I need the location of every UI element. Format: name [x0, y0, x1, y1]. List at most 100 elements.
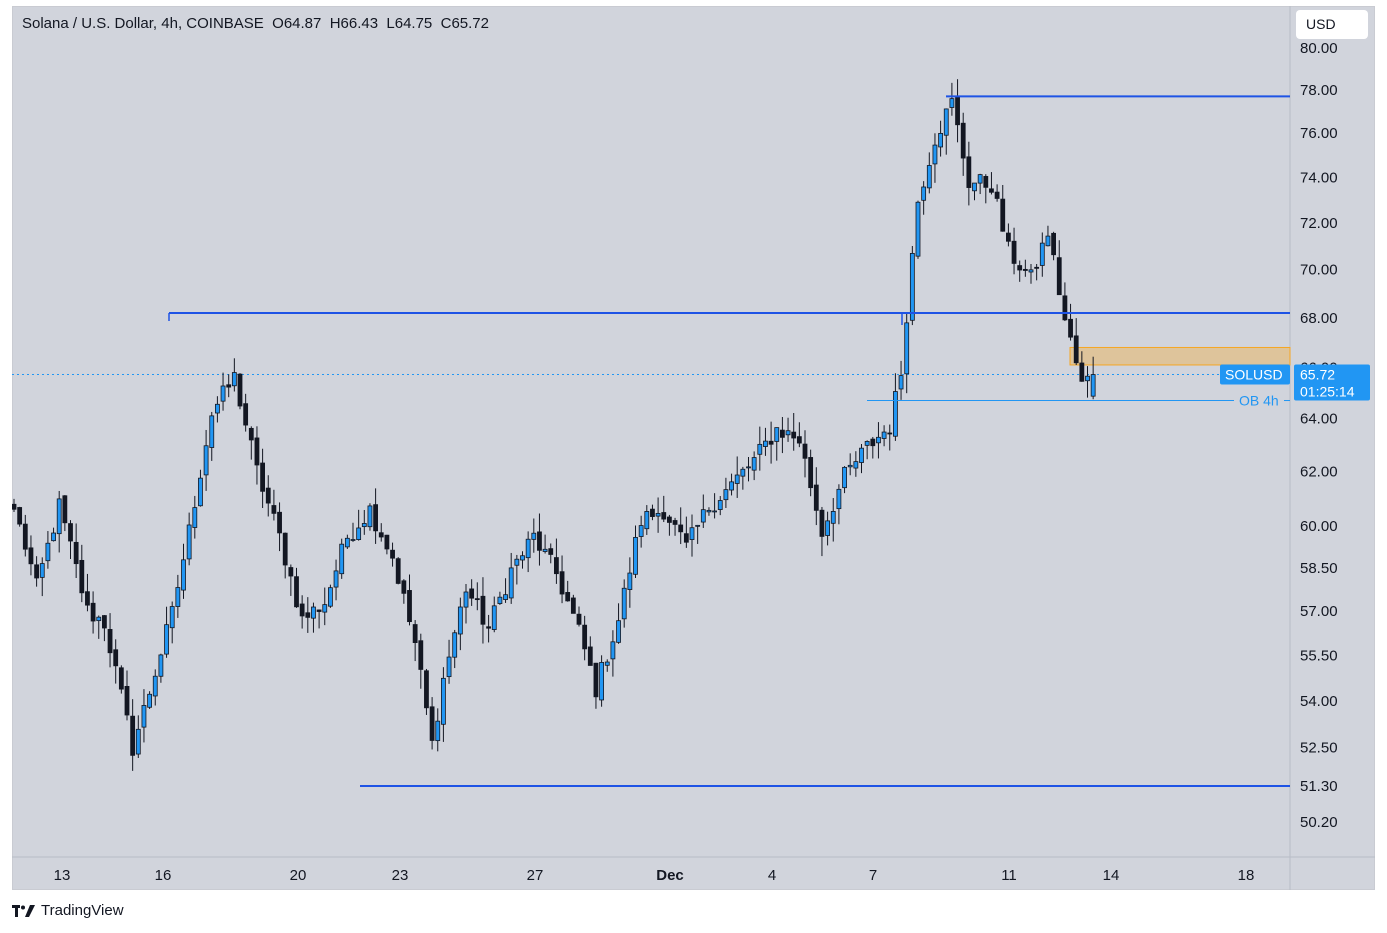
candle-body: [102, 615, 107, 629]
candle-up: [322, 587, 328, 626]
candle-up: [921, 181, 927, 215]
candle-up: [717, 496, 723, 516]
candle-body: [876, 436, 881, 444]
candle-body: [1022, 268, 1028, 271]
candle-up: [531, 518, 537, 553]
candle-down: [486, 614, 492, 643]
candle-up: [627, 557, 633, 608]
candle-body: [79, 559, 85, 594]
candle-up: [141, 689, 147, 743]
candle-up: [435, 708, 441, 752]
candle-up: [231, 358, 237, 392]
candle-up: [655, 497, 661, 533]
candle-up: [616, 603, 621, 644]
price-tick-label: 72.00: [1300, 215, 1338, 232]
candle-body: [480, 595, 486, 625]
candle-body: [282, 532, 288, 566]
candle-up: [909, 246, 915, 326]
candle-body: [972, 182, 977, 192]
candle-down: [650, 504, 655, 521]
candle-up: [186, 512, 192, 566]
candle-body: [446, 656, 452, 678]
candle-up: [633, 525, 638, 579]
time-tick-label: 20: [290, 867, 307, 884]
candle-body: [220, 385, 226, 402]
candle-body: [1062, 295, 1068, 321]
candle-up: [440, 667, 446, 742]
candle-down: [265, 475, 271, 517]
price-tick-label: 52.50: [1300, 740, 1338, 757]
symbol-name: Solana / U.S. Dollar: [22, 15, 153, 32]
candle-body: [825, 520, 830, 536]
candle-body: [452, 632, 458, 658]
candle-body: [34, 564, 40, 579]
currency-button[interactable]: USD: [1296, 10, 1368, 39]
chart-pane[interactable]: [12, 6, 1375, 890]
candle-up: [977, 173, 983, 195]
candle-down: [887, 424, 893, 451]
price-tick-label: 58.50: [1300, 560, 1338, 577]
candle-down: [1062, 282, 1068, 322]
candle-down: [1017, 260, 1023, 282]
exchange: COINBASE: [186, 15, 264, 32]
candle-down: [124, 670, 130, 721]
candle-body: [124, 685, 130, 716]
candle-body: [751, 457, 757, 471]
candle-body: [152, 675, 158, 697]
candle-up: [327, 584, 333, 608]
candle-body: [763, 440, 768, 447]
candle-body: [469, 588, 475, 599]
candle-body: [898, 375, 904, 390]
candle-down: [1073, 318, 1079, 365]
price-tick-label: 68.00: [1300, 310, 1338, 327]
candle-down: [384, 534, 390, 555]
price-axis[interactable]: 50.20 51.30 52.50 54.00 55.50 57.00 58.50 60.00…: [1300, 40, 1338, 831]
candle-down: [474, 582, 480, 611]
candle-body: [435, 720, 441, 742]
candle-body: [1011, 240, 1017, 264]
candle-body: [531, 532, 537, 540]
candle-down: [1056, 240, 1062, 296]
time-axis[interactable]: 13 16 20 23 27 Dec 4 7 11 14 18: [54, 867, 1255, 884]
candle-down: [565, 580, 571, 602]
candle-body: [548, 548, 554, 555]
price-tick-label: 62.00: [1300, 463, 1338, 480]
candle-body: [305, 612, 311, 618]
candle-body: [214, 403, 220, 414]
candle-body: [955, 95, 960, 126]
candle-body: [1085, 375, 1090, 382]
candle-body: [231, 372, 237, 387]
candle-up: [712, 493, 717, 519]
candle-up: [689, 514, 695, 557]
tradingview-logo[interactable]: TradingView: [12, 902, 124, 919]
candle-body: [949, 98, 955, 108]
candle-down: [85, 573, 90, 612]
last-price-tag: [1294, 364, 1370, 401]
candle-body: [373, 504, 379, 532]
time-tick-label: 11: [1001, 867, 1017, 884]
candle-body: [689, 527, 695, 540]
candle-up: [746, 456, 751, 482]
candle-body: [254, 437, 260, 466]
candle-body: [186, 524, 192, 560]
candle-down: [548, 543, 554, 564]
price-tick-label: 64.00: [1300, 411, 1338, 428]
candle-body: [655, 512, 661, 517]
candle-up: [763, 427, 768, 456]
candle-body: [68, 523, 73, 542]
candlestick-chart[interactable]: OB 4h 50.20 51.30 52.50 54.00 55.50 57.00 58.5…: [12, 6, 1375, 890]
candle-body: [503, 594, 508, 600]
candle-up: [169, 601, 175, 644]
candle-down: [661, 495, 667, 523]
candle-body: [915, 201, 921, 257]
time-tick-label: 27: [527, 867, 544, 884]
interval: 4h: [161, 15, 178, 32]
time-tick-label: 18: [1238, 867, 1255, 884]
candle-down: [373, 488, 379, 544]
candle-body: [390, 549, 395, 559]
candle-down: [113, 639, 119, 684]
candle-down: [22, 514, 28, 557]
candle-body: [989, 188, 994, 193]
candle-body: [943, 108, 949, 136]
candle-up: [158, 653, 164, 683]
